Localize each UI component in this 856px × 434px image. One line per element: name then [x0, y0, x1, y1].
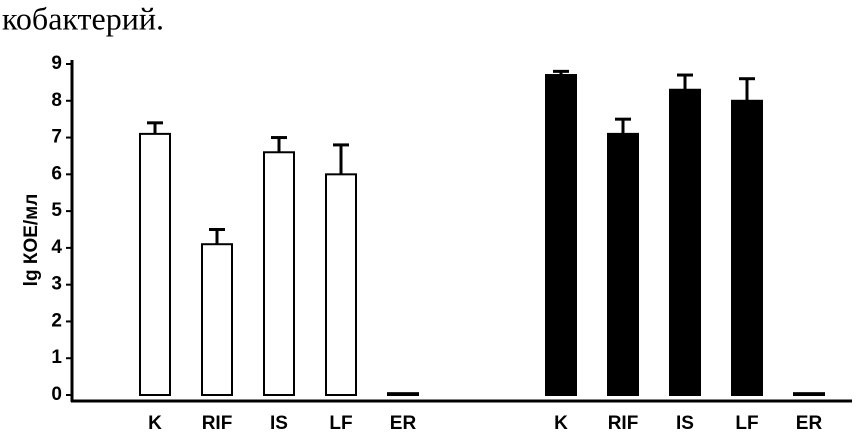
bar — [387, 392, 419, 396]
y-tick-label: 9 — [51, 53, 62, 74]
bar — [325, 173, 357, 396]
bar — [607, 132, 639, 396]
y-tick-label: 2 — [51, 310, 62, 331]
y-tick-label: 5 — [51, 200, 62, 221]
chart-title: кобактерий. — [2, 0, 164, 36]
bar — [545, 74, 577, 397]
x-tick-label: RIF — [202, 413, 233, 434]
x-tick-label: K — [148, 413, 162, 434]
x-tick-label: RIF — [608, 413, 639, 434]
y-tick-label: 1 — [51, 347, 62, 368]
y-tick-label: 7 — [51, 127, 62, 148]
x-tick-label: LF — [329, 413, 352, 434]
x-tick-label: K — [554, 413, 568, 434]
y-axis-label: lg КОЕ/мл — [21, 194, 42, 287]
x-tick-label: IS — [270, 413, 288, 434]
y-tick-label: 8 — [51, 90, 62, 111]
bar — [139, 132, 171, 396]
bar — [201, 243, 233, 396]
bar — [669, 88, 701, 396]
bar — [731, 99, 763, 397]
bar — [263, 151, 295, 396]
bar — [793, 392, 825, 396]
y-tick-label: 0 — [51, 384, 62, 405]
y-tick-label: 6 — [51, 163, 62, 184]
x-tick-label: IS — [676, 413, 694, 434]
x-tick-label: ER — [390, 413, 417, 434]
x-tick-label: LF — [735, 413, 758, 434]
y-tick-label: 4 — [51, 237, 62, 258]
x-tick-label: ER — [796, 413, 823, 434]
y-tick-label: 3 — [51, 274, 62, 295]
